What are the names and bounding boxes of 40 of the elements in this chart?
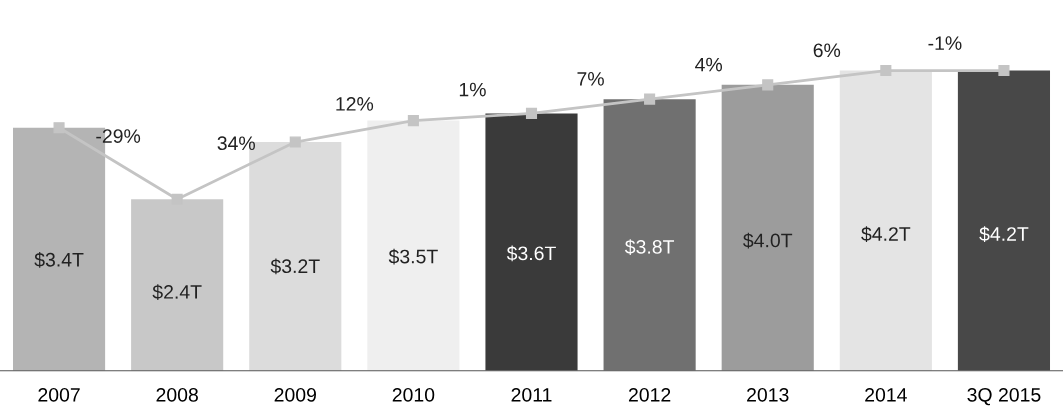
bar <box>367 120 460 371</box>
data-label: $2.4T <box>152 284 202 300</box>
data-label: $4.2T <box>979 226 1029 243</box>
point <box>880 64 892 77</box>
annotation: 4% <box>695 57 723 72</box>
x-tick-label: 2009 <box>274 387 316 402</box>
data-label: $4.2T <box>861 226 911 243</box>
bar <box>603 99 696 371</box>
annotation: 34% <box>217 136 255 151</box>
x-tick-label: 2014 <box>865 387 907 402</box>
x-tick-label: 2010 <box>392 387 435 402</box>
point <box>644 93 656 105</box>
bar <box>721 84 814 371</box>
bar <box>839 70 932 371</box>
text: 6% <box>813 43 841 58</box>
annotation: 12% <box>336 97 374 111</box>
data-label: $3.4T <box>34 252 84 268</box>
point <box>525 107 538 119</box>
annotation: 7% <box>577 72 604 86</box>
x-tick-label: 2007 <box>38 387 80 402</box>
data-label: $3.6T <box>506 245 556 262</box>
point <box>289 136 301 148</box>
point <box>998 64 1010 77</box>
x-tick-label: 2012 <box>628 387 671 402</box>
bar <box>957 70 1051 371</box>
x-tick-label: 2011 <box>511 387 552 402</box>
annotation: -29% <box>96 129 141 143</box>
text: -1% <box>928 36 962 50</box>
bar <box>485 113 578 371</box>
data-label: $3.2T <box>270 258 320 275</box>
annotation: 1% <box>459 82 486 97</box>
point <box>407 115 419 127</box>
x-tick-label: 2013 <box>747 387 789 402</box>
data-label: $3.5T <box>388 248 438 265</box>
x-tick-label: 2008 <box>156 387 198 402</box>
data-label: $4.0T <box>743 232 793 249</box>
data-label: $3.8T <box>624 239 675 255</box>
point <box>53 122 65 134</box>
point <box>762 79 774 91</box>
x-tick-label: 3Q 2015 <box>967 387 1041 406</box>
